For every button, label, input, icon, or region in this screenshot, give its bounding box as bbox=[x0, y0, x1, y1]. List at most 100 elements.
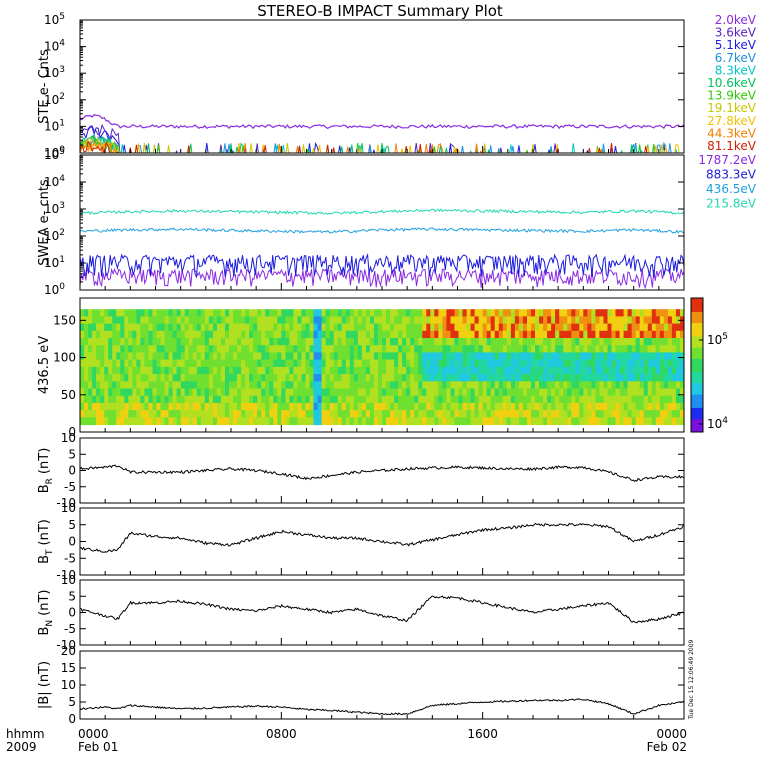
pad-heatmap-cell bbox=[120, 417, 125, 426]
pad-heatmap-cell bbox=[659, 402, 665, 411]
ylabel-subscript: T bbox=[45, 549, 55, 556]
pad-heatmap-cell bbox=[220, 323, 226, 332]
pad-heatmap-cell bbox=[104, 417, 109, 426]
ytick-label-bn: -10 bbox=[56, 638, 76, 652]
pad-heatmap-cell bbox=[490, 316, 496, 325]
pad-heatmap-cell bbox=[567, 352, 572, 361]
pad-heatmap-cell bbox=[293, 388, 298, 397]
pad-heatmap-cell bbox=[502, 381, 508, 390]
pad-heatmap-cell bbox=[112, 352, 117, 361]
pad-heatmap-cell bbox=[208, 388, 214, 397]
pad-heatmap-cell bbox=[293, 323, 298, 332]
pad-heatmap-cell bbox=[188, 345, 194, 353]
ytick-base: 10 bbox=[44, 229, 59, 243]
colorbar-cell bbox=[691, 306, 703, 310]
pad-heatmap-cell bbox=[321, 330, 327, 339]
pad-heatmap-cell bbox=[434, 395, 439, 404]
pad-heatmap-cell bbox=[430, 388, 435, 397]
pad-heatmap-cell bbox=[140, 402, 145, 411]
pad-heatmap-cell bbox=[273, 410, 278, 418]
pad-heatmap-cell bbox=[514, 417, 520, 426]
pad-heatmap-cell bbox=[571, 330, 576, 339]
pad-heatmap-cell bbox=[643, 395, 649, 404]
pad-heatmap-cell bbox=[406, 366, 411, 375]
pad-heatmap-cell bbox=[357, 338, 363, 346]
pad-heatmap-cell bbox=[104, 352, 109, 361]
pad-heatmap-cell bbox=[442, 316, 447, 325]
pad-heatmap-cell bbox=[116, 338, 121, 346]
pad-heatmap-cell bbox=[410, 402, 415, 411]
pad-heatmap-cell bbox=[575, 323, 580, 332]
pad-heatmap-cell bbox=[494, 316, 500, 325]
pad-heatmap-cell bbox=[454, 417, 460, 426]
pad-heatmap-cell bbox=[241, 352, 246, 361]
pad-heatmap-cell bbox=[88, 410, 93, 418]
pad-heatmap-cell bbox=[498, 388, 504, 397]
pad-heatmap-cell bbox=[297, 352, 302, 361]
pad-heatmap-cell bbox=[607, 359, 613, 368]
colorbar-cell bbox=[691, 360, 703, 364]
pad-heatmap-cell bbox=[494, 381, 500, 390]
ylabel-bmag: |B| (nT) bbox=[37, 661, 52, 709]
pad-heatmap-cell bbox=[555, 417, 560, 426]
pad-heatmap-cell bbox=[635, 417, 641, 426]
pad-heatmap-cell bbox=[531, 359, 536, 368]
pad-heatmap-cell bbox=[212, 388, 218, 397]
pad-heatmap-cell bbox=[531, 417, 536, 426]
pad-heatmap-cell bbox=[188, 410, 194, 418]
pad-heatmap-cell bbox=[659, 352, 665, 361]
pad-heatmap-cell bbox=[265, 381, 270, 390]
pad-heatmap-cell bbox=[120, 309, 125, 317]
pad-heatmap-cell bbox=[281, 388, 286, 397]
pad-heatmap-cell bbox=[208, 417, 214, 426]
pad-heatmap-cell bbox=[124, 352, 129, 361]
pad-heatmap-cell bbox=[208, 352, 214, 361]
pad-heatmap-cell bbox=[422, 338, 427, 346]
pad-heatmap-cell bbox=[406, 338, 411, 346]
pad-heatmap-cell bbox=[152, 374, 158, 382]
pad-heatmap-cell bbox=[349, 366, 355, 375]
colorbar-cell bbox=[691, 371, 703, 375]
pad-heatmap-cell bbox=[619, 417, 625, 426]
pad-heatmap-cell bbox=[369, 395, 375, 404]
pad-heatmap-cell bbox=[398, 323, 403, 332]
pad-heatmap-cell bbox=[293, 352, 298, 361]
pad-heatmap-cell bbox=[345, 417, 351, 426]
pad-heatmap-cell bbox=[92, 352, 97, 361]
pad-heatmap-cell bbox=[208, 381, 214, 390]
pad-heatmap-cell bbox=[659, 410, 665, 418]
pad-heatmap-cell bbox=[140, 417, 145, 426]
pad-heatmap-cell bbox=[88, 366, 93, 375]
pad-heatmap-cell bbox=[257, 374, 262, 382]
pad-heatmap-cell bbox=[192, 417, 198, 426]
pad-heatmap-cell bbox=[639, 381, 645, 390]
pad-heatmap-cell bbox=[651, 323, 657, 332]
pad-heatmap-cell bbox=[555, 352, 560, 361]
pad-heatmap-cell bbox=[100, 352, 105, 361]
pad-heatmap-cell bbox=[108, 417, 113, 426]
pad-heatmap-cell bbox=[365, 402, 371, 411]
pad-heatmap-cell bbox=[317, 330, 323, 339]
pad-heatmap-cell bbox=[506, 359, 512, 368]
pad-heatmap-cell bbox=[518, 417, 524, 426]
ytick-base: 10 bbox=[44, 13, 59, 27]
pad-heatmap-cell bbox=[615, 410, 621, 418]
pad-heatmap-cell bbox=[591, 316, 596, 325]
pad-heatmap-cell bbox=[591, 395, 596, 404]
pad-heatmap-cell bbox=[92, 345, 97, 353]
pad-heatmap-cell bbox=[518, 352, 524, 361]
pad-heatmap-cell bbox=[402, 366, 407, 375]
pad-heatmap-cell bbox=[531, 388, 536, 397]
pad-heatmap-cell bbox=[269, 417, 274, 426]
pad-heatmap-cell bbox=[599, 323, 604, 332]
colorbar-cell bbox=[691, 411, 703, 415]
colorbar-cell bbox=[691, 313, 703, 317]
pad-heatmap-cell bbox=[208, 338, 214, 346]
pad-heatmap-cell bbox=[543, 417, 548, 426]
pad-heatmap-cell bbox=[559, 366, 564, 375]
pad-heatmap-cell bbox=[188, 352, 194, 361]
pad-heatmap-cell bbox=[547, 330, 552, 339]
pad-heatmap-cell bbox=[663, 366, 669, 375]
pad-heatmap-cell bbox=[615, 316, 621, 325]
